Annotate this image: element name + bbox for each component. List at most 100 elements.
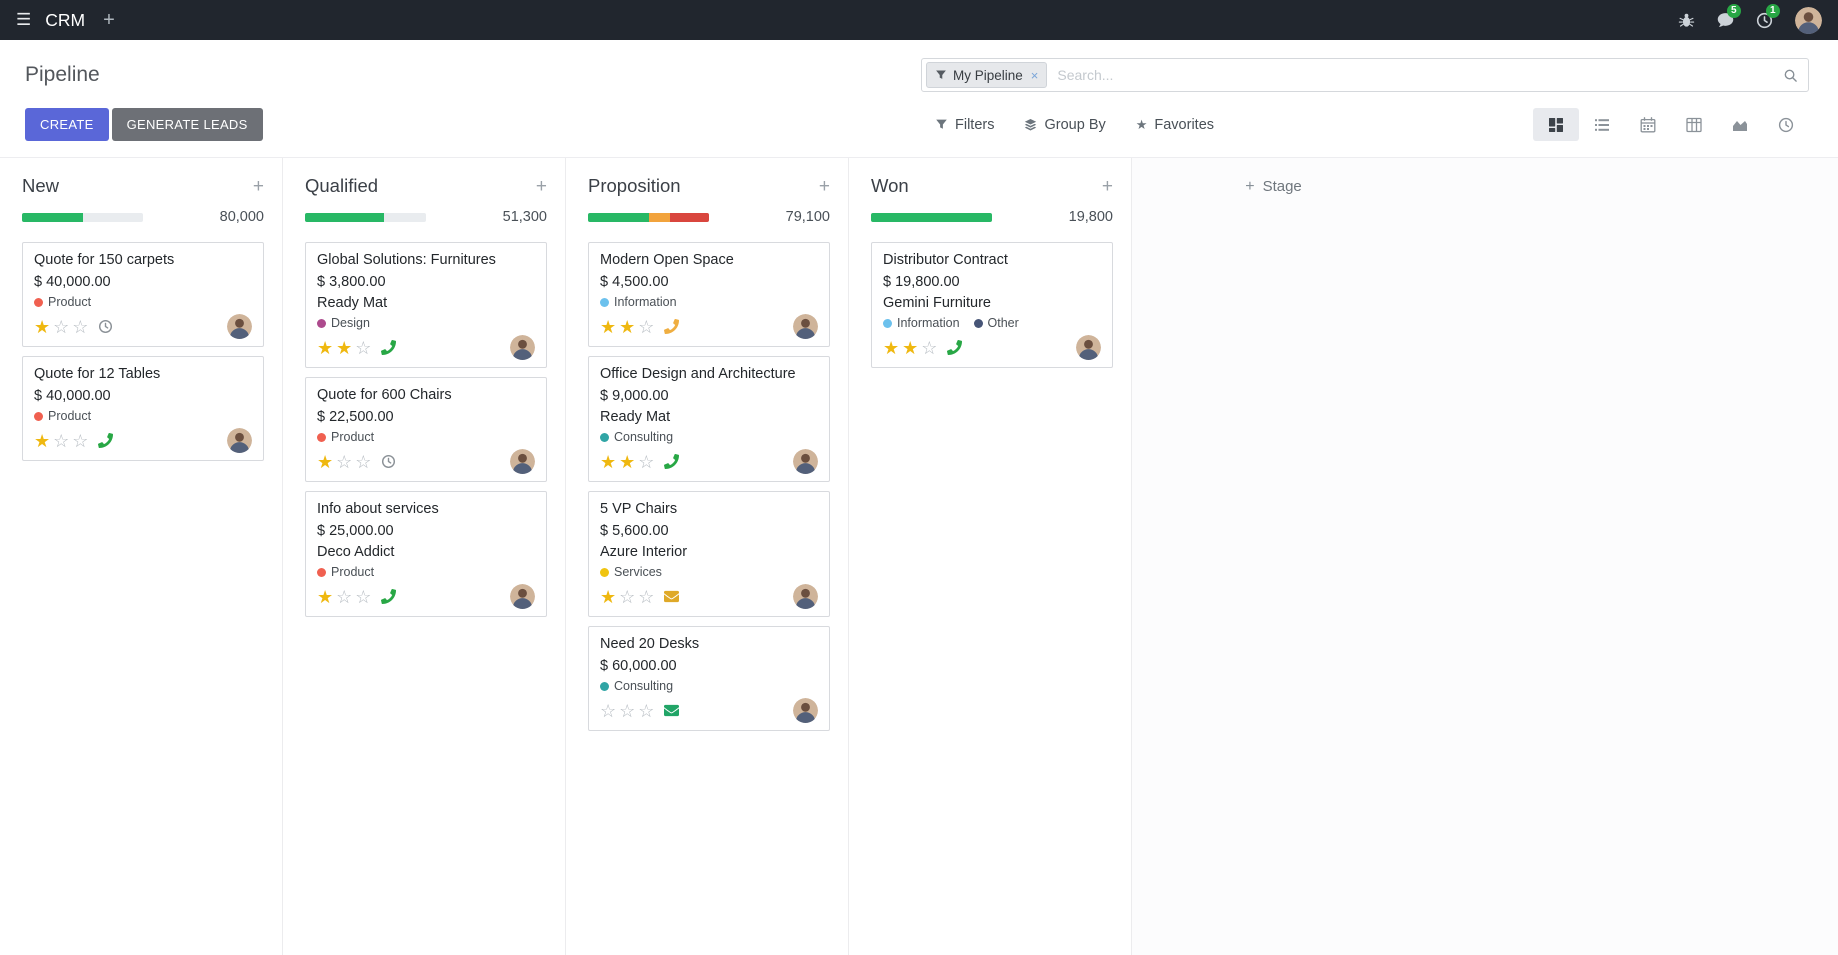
- star-icon[interactable]: ☆: [638, 451, 655, 472]
- star-icon[interactable]: ★: [600, 316, 617, 337]
- priority-stars[interactable]: ★ ★ ☆: [317, 339, 371, 357]
- star-icon[interactable]: ★: [34, 430, 51, 451]
- view-switch-list-icon[interactable]: [1579, 108, 1625, 141]
- star-icon[interactable]: ★: [619, 316, 636, 337]
- star-icon[interactable]: ★: [600, 586, 617, 607]
- app-title[interactable]: CRM: [45, 9, 86, 30]
- kanban-card[interactable]: Quote for 12 Tables $ 40,000.00 Product ★ ☆ ☆: [22, 356, 264, 461]
- star-icon[interactable]: ☆: [355, 586, 372, 607]
- star-icon[interactable]: ★: [336, 337, 353, 358]
- salesperson-avatar[interactable]: [793, 698, 818, 723]
- activities-clock-icon[interactable]: 1: [1756, 3, 1780, 29]
- salesperson-avatar[interactable]: [793, 584, 818, 609]
- column-title[interactable]: Proposition: [588, 175, 681, 196]
- view-switch-pivot-icon[interactable]: [1671, 108, 1717, 141]
- salesperson-avatar[interactable]: [793, 314, 818, 339]
- column-progressbar[interactable]: [871, 212, 992, 222]
- priority-stars[interactable]: ★ ☆ ☆: [600, 588, 654, 606]
- salesperson-avatar[interactable]: [793, 449, 818, 474]
- star-icon[interactable]: ☆: [619, 586, 636, 607]
- column-quick-add-button[interactable]: +: [252, 175, 264, 197]
- clock-activity-icon[interactable]: [381, 454, 396, 469]
- priority-stars[interactable]: ★ ★ ☆: [600, 453, 654, 471]
- column-title[interactable]: New: [22, 175, 60, 196]
- column-quick-add-button[interactable]: +: [818, 175, 830, 197]
- star-icon[interactable]: ★: [317, 586, 334, 607]
- priority-stars[interactable]: ★ ☆ ☆: [34, 318, 88, 336]
- priority-stars[interactable]: ★ ★ ☆: [600, 318, 654, 336]
- add-stage-button[interactable]: + Stage: [1245, 178, 1302, 195]
- phone-activity-icon[interactable]: [947, 340, 963, 355]
- priority-stars[interactable]: ☆ ☆ ☆: [600, 702, 654, 720]
- star-icon[interactable]: ☆: [355, 451, 372, 472]
- salesperson-avatar[interactable]: [227, 428, 252, 453]
- star-icon[interactable]: ☆: [638, 700, 655, 721]
- search-input[interactable]: [1047, 67, 1783, 83]
- phone-activity-icon[interactable]: [381, 589, 397, 604]
- column-quick-add-button[interactable]: +: [535, 175, 547, 197]
- add-icon[interactable]: +: [103, 9, 115, 31]
- column-progressbar[interactable]: [588, 212, 709, 222]
- column-title[interactable]: Won: [871, 175, 909, 196]
- kanban-card[interactable]: Global Solutions: Furnitures $ 3,800.00 Re…: [305, 242, 547, 368]
- group-by-button[interactable]: Group By: [1024, 117, 1106, 133]
- star-icon[interactable]: ★: [317, 451, 334, 472]
- search-bar[interactable]: My Pipeline ×: [921, 58, 1809, 92]
- star-icon[interactable]: ☆: [638, 316, 655, 337]
- star-icon[interactable]: ☆: [336, 451, 353, 472]
- salesperson-avatar[interactable]: [1076, 335, 1101, 360]
- salesperson-avatar[interactable]: [510, 584, 535, 609]
- apps-menu-icon[interactable]: ☰: [16, 10, 32, 29]
- kanban-card[interactable]: Modern Open Space $ 4,500.00 Information ★ ★…: [588, 242, 830, 347]
- kanban-card[interactable]: Office Design and Architecture $ 9,000.00…: [588, 356, 830, 482]
- star-icon[interactable]: ☆: [600, 700, 617, 721]
- star-icon[interactable]: ★: [902, 337, 919, 358]
- star-icon[interactable]: ★: [883, 337, 900, 358]
- phone-activity-icon[interactable]: [664, 319, 680, 334]
- kanban-card[interactable]: Distributor Contract $ 19,800.00 Gemini Fu…: [871, 242, 1113, 368]
- star-icon[interactable]: ☆: [336, 586, 353, 607]
- debug-bug-icon[interactable]: [1678, 12, 1695, 29]
- filters-button[interactable]: Filters: [935, 117, 994, 133]
- view-switch-activity-icon[interactable]: [1763, 108, 1809, 141]
- star-icon[interactable]: ☆: [619, 700, 636, 721]
- priority-stars[interactable]: ★ ☆ ☆: [34, 432, 88, 450]
- search-facet[interactable]: My Pipeline ×: [926, 62, 1048, 88]
- kanban-card[interactable]: Need 20 Desks $ 60,000.00 Consulting ☆ ☆ ☆: [588, 626, 830, 731]
- salesperson-avatar[interactable]: [227, 314, 252, 339]
- priority-stars[interactable]: ★ ☆ ☆: [317, 588, 371, 606]
- column-progressbar[interactable]: [22, 212, 143, 222]
- kanban-card[interactable]: 5 VP Chairs $ 5,600.00 Azure Interior Servi…: [588, 491, 830, 617]
- column-quick-add-button[interactable]: +: [1101, 175, 1113, 197]
- messages-icon[interactable]: 5: [1717, 3, 1741, 29]
- search-icon[interactable]: [1783, 68, 1798, 83]
- star-icon[interactable]: ☆: [53, 316, 70, 337]
- star-icon[interactable]: ☆: [72, 430, 89, 451]
- kanban-card[interactable]: Quote for 600 Chairs $ 22,500.00 Product ★ ☆…: [305, 377, 547, 482]
- envelope-activity-icon[interactable]: [664, 589, 680, 604]
- priority-stars[interactable]: ★ ★ ☆: [883, 339, 937, 357]
- kanban-card[interactable]: Quote for 150 carpets $ 40,000.00 Product ★…: [22, 242, 264, 347]
- phone-activity-icon[interactable]: [664, 454, 680, 469]
- envelope-activity-icon[interactable]: [664, 703, 680, 718]
- star-icon[interactable]: ★: [600, 451, 617, 472]
- phone-activity-icon[interactable]: [381, 340, 397, 355]
- salesperson-avatar[interactable]: [510, 335, 535, 360]
- phone-activity-icon[interactable]: [98, 433, 114, 448]
- star-icon[interactable]: ☆: [355, 337, 372, 358]
- generate-leads-button[interactable]: GENERATE LEADS: [111, 108, 263, 141]
- salesperson-avatar[interactable]: [510, 449, 535, 474]
- clock-activity-icon[interactable]: [98, 319, 113, 334]
- star-icon[interactable]: ☆: [638, 586, 655, 607]
- column-progressbar[interactable]: [305, 212, 426, 222]
- star-icon[interactable]: ★: [317, 337, 334, 358]
- create-button[interactable]: CREATE: [25, 108, 109, 141]
- priority-stars[interactable]: ★ ☆ ☆: [317, 453, 371, 471]
- favorites-button[interactable]: ★ Favorites: [1136, 117, 1214, 133]
- view-switch-graph-icon[interactable]: [1717, 108, 1763, 141]
- star-icon[interactable]: ☆: [53, 430, 70, 451]
- star-icon[interactable]: ☆: [72, 316, 89, 337]
- kanban-card[interactable]: Info about services $ 25,000.00 Deco Addic…: [305, 491, 547, 617]
- facet-remove-icon[interactable]: ×: [1030, 67, 1039, 83]
- star-icon[interactable]: ☆: [921, 337, 938, 358]
